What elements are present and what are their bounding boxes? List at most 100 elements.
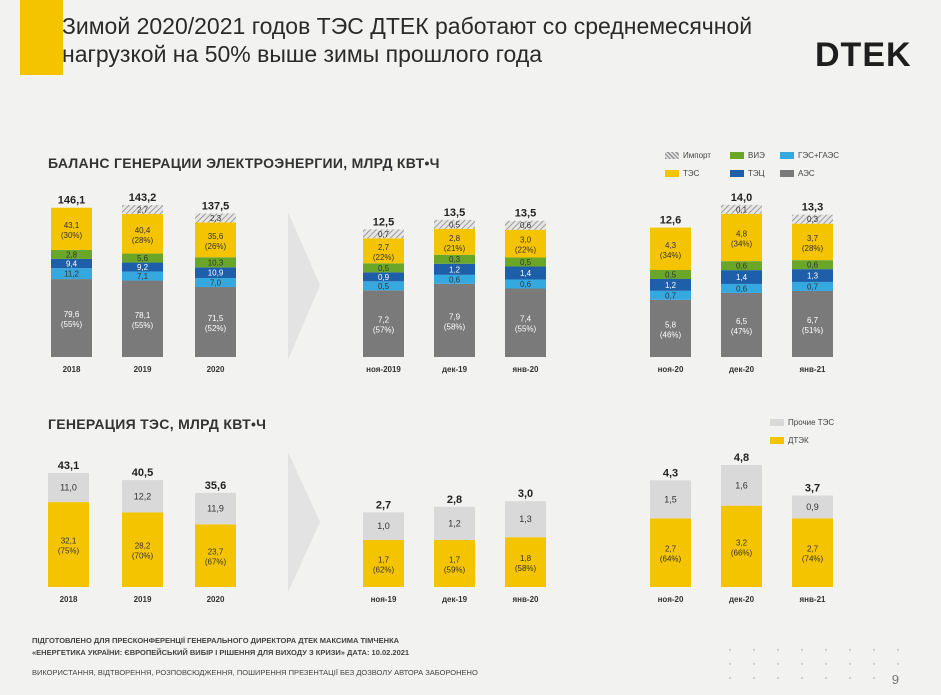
bar-c0-g1-b0-chp bbox=[363, 272, 404, 282]
bar-c1-g1-b1-other-tes bbox=[434, 506, 475, 540]
total-label-c0-g0-b0: 146,1 bbox=[58, 195, 86, 207]
decor-dot bbox=[848, 662, 852, 666]
bar-c0-g1-b0-hydro-label: 0,5 bbox=[378, 282, 390, 291]
category-label-c1-g1-b2: янв-20 bbox=[513, 595, 540, 604]
legend-label-hydro: ГЭС+ГАЭС bbox=[798, 151, 840, 160]
bar-c0-g2-b1-vie bbox=[721, 261, 762, 271]
bar-c0-g0-b2-npp-label: 71,5 bbox=[208, 314, 224, 323]
bar-c1-g0-b2-dtek-pct: (67%) bbox=[205, 558, 227, 567]
category-label-c0-g0-b1: 2019 bbox=[134, 365, 152, 374]
page-title: Зимой 2020/2021 годов ТЭС ДТЕК работают … bbox=[62, 13, 753, 67]
bar-c0-g1-b1-import-label: 0,5 bbox=[449, 220, 461, 229]
legend-swatch-import bbox=[665, 152, 679, 160]
bar-c0-g0-b1-chp bbox=[122, 262, 163, 272]
bar-c1-g2-b2-dtek-label: 2,7 bbox=[807, 545, 819, 554]
bar-c0-g1-b1-import bbox=[434, 219, 475, 229]
bar-c0-g0-b2-vie-label: 10,3 bbox=[208, 258, 224, 267]
bar-c0-g2-b1-tes-label: 4,8 bbox=[736, 229, 748, 238]
legend-label-chp: ТЭЦ bbox=[748, 169, 765, 178]
bar-c1-g1-b1-dtek bbox=[434, 539, 475, 587]
bar-c0-g1-b0-tes bbox=[363, 238, 404, 264]
bar-c0-g1-b1-tes bbox=[434, 228, 475, 255]
bar-c1-g0-b2-dtek bbox=[195, 524, 236, 587]
bar-c1-g1-b1-other-tes-label: 1,2 bbox=[448, 518, 461, 528]
decor-dot bbox=[872, 676, 876, 680]
bar-c0-g1-b0-tes-pct: (22%) bbox=[373, 253, 395, 262]
bar-c0-g0-b1-hydro-label: 7,1 bbox=[137, 272, 149, 281]
decor-dot bbox=[776, 676, 780, 680]
footer-line-1: ПІДГОТОВЛЕНО ДЛЯ ПРЕСКОНФЕРЕНЦІЇ ГЕНЕРАЛ… bbox=[32, 636, 400, 645]
arrow-chevron-1 bbox=[288, 212, 320, 360]
bar-c1-g0-b1-other-tes bbox=[122, 480, 163, 513]
accent-block bbox=[20, 0, 63, 75]
bar-c0-g2-b1-npp-label: 6,5 bbox=[736, 317, 748, 326]
total-label-c0-g0-b1: 143,2 bbox=[129, 192, 157, 204]
bar-c0-g2-b0-tes-label: 4,3 bbox=[665, 241, 677, 250]
bar-c0-g0-b1-npp-label: 78,1 bbox=[135, 311, 151, 320]
bar-c0-g1-b0-chp-label: 0,9 bbox=[378, 273, 390, 282]
total-label-c1-g0-b0: 43,1 bbox=[58, 460, 79, 472]
bar-c1-g1-b0-dtek bbox=[363, 539, 404, 587]
bar-c0-g0-b1-npp bbox=[122, 280, 163, 357]
bar-c0-g0-b0-vie-label: 2,8 bbox=[66, 250, 78, 259]
bar-c0-g2-b0-npp-pct: (46%) bbox=[660, 330, 682, 339]
bar-c0-g2-b0-vie bbox=[650, 270, 691, 279]
decor-dot bbox=[728, 648, 732, 652]
bar-c0-g0-b2-import-label: 2,3 bbox=[210, 214, 222, 223]
bar-c0-g0-b1-npp-pct: (55%) bbox=[132, 321, 154, 330]
bar-c0-g1-b2-tes-label: 3,0 bbox=[520, 236, 532, 245]
category-label-c0-g0-b0: 2018 bbox=[63, 365, 81, 374]
bar-c1-g0-b2-other-tes bbox=[195, 492, 236, 525]
bar-c0-g0-b0-npp bbox=[51, 279, 92, 357]
category-label-c0-g2-b0: ноя-20 bbox=[658, 365, 684, 374]
decor-dot bbox=[752, 662, 756, 666]
bar-c1-g2-b1-other-tes-label: 1,6 bbox=[735, 480, 748, 490]
bar-c0-g2-b2-import bbox=[792, 214, 833, 224]
bar-c0-g1-b0-import-label: 0,7 bbox=[378, 230, 390, 239]
decor-dot bbox=[752, 648, 756, 652]
legend-item-other-tes: Прочие ТЭС bbox=[770, 418, 834, 427]
legend-label-other-tes: Прочие ТЭС bbox=[788, 418, 835, 427]
category-label-c1-g2-b0: ноя-20 bbox=[658, 595, 684, 604]
bar-c0-g0-b1-hydro bbox=[122, 271, 163, 281]
bar-c1-g1-b2-dtek bbox=[505, 537, 546, 587]
bar-c0-g0-b0-tes bbox=[51, 207, 92, 250]
bar-c0-g1-b2-vie bbox=[505, 257, 546, 267]
decor-dot bbox=[800, 648, 804, 652]
bar-c0-g0-b2-import bbox=[195, 213, 236, 223]
bar-c0-g2-b1-hydro bbox=[721, 283, 762, 293]
category-label-c0-g2-b2: янв-21 bbox=[800, 365, 827, 374]
total-label-c0-g2-b2: 13,3 bbox=[802, 202, 823, 214]
bar-c0-g0-b2-tes bbox=[195, 222, 236, 258]
legend-item-tes: ТЭС bbox=[665, 169, 699, 178]
bar-c1-g0-b0-other-tes-label: 11,0 bbox=[60, 483, 77, 493]
section1-title: БАЛАНС ГЕНЕРАЦИИ ЭЛЕКТРОЭНЕРГИИ, МЛРД КВ… bbox=[48, 155, 440, 171]
bar-c1-g2-b0-other-tes bbox=[650, 480, 691, 519]
bar-c1-g0-b0-dtek bbox=[48, 502, 89, 587]
bar-c0-g2-b0-npp-label: 5,8 bbox=[665, 320, 677, 329]
legend-item-hydro: ГЭС+ГАЭС bbox=[780, 151, 839, 160]
total-label-c0-g0-b2: 137,5 bbox=[202, 200, 230, 212]
category-label-c0-g1-b1: дек-19 bbox=[442, 365, 468, 374]
bar-c1-g2-b2-other-tes-label: 0,9 bbox=[806, 502, 819, 512]
bar-c1-g1-b2-dtek-label: 1,8 bbox=[520, 554, 532, 563]
bar-c0-g1-b2-hydro bbox=[505, 279, 546, 289]
legend-swatch-vie bbox=[730, 152, 744, 160]
bar-c0-g0-b2-tes-label: 35,6 bbox=[208, 232, 224, 241]
bar-c0-g0-b0-hydro-label: 11,2 bbox=[64, 270, 80, 279]
bar-c1-g2-b2-dtek bbox=[792, 518, 833, 587]
legend-item-vie: ВИЭ bbox=[730, 151, 765, 160]
bar-c0-g2-b2-tes-label: 3,7 bbox=[807, 234, 819, 243]
bar-c0-g1-b1-npp-pct: (58%) bbox=[444, 322, 466, 331]
bar-c1-g0-b0-dtek-label: 32,1 bbox=[61, 537, 77, 546]
bar-c1-g0-b1-dtek bbox=[122, 512, 163, 587]
decor-dot bbox=[752, 676, 756, 680]
bar-c0-g2-b2-import-label: 0,3 bbox=[807, 215, 819, 224]
bar-c0-g1-b1-chp bbox=[434, 263, 475, 275]
bar-c0-g1-b1-vie-label: 0,3 bbox=[449, 255, 461, 264]
bar-c1-g2-b0-dtek bbox=[650, 518, 691, 587]
legend-swatch-hydro bbox=[780, 152, 794, 160]
decor-dot bbox=[728, 676, 732, 680]
bar-c0-g2-b1-npp-pct: (47%) bbox=[731, 327, 753, 336]
